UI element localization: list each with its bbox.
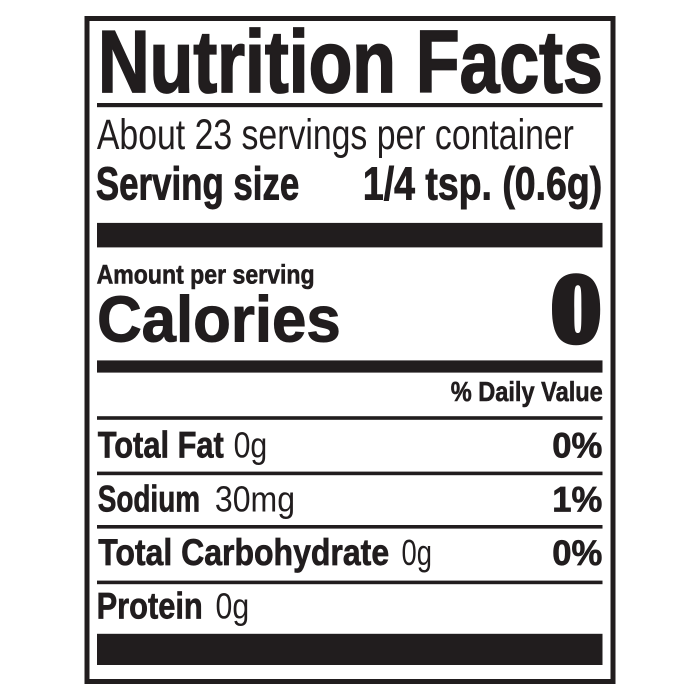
svg-text:1/4 tsp. (0.6g): 1/4 tsp. (0.6g) bbox=[363, 158, 602, 210]
svg-text:Total Fat: Total Fat bbox=[98, 425, 224, 466]
svg-text:0g: 0g bbox=[216, 587, 250, 627]
svg-text:30mg: 30mg bbox=[215, 480, 295, 520]
svg-text:Nutrition Facts: Nutrition Facts bbox=[98, 12, 603, 111]
svg-text:Total Carbohydrate: Total Carbohydrate bbox=[98, 533, 389, 574]
svg-text:1%: 1% bbox=[552, 480, 602, 519]
svg-text:0g: 0g bbox=[234, 426, 268, 466]
svg-text:0%: 0% bbox=[552, 426, 602, 465]
svg-text:About 23 servings per containe: About 23 servings per container bbox=[97, 111, 574, 159]
svg-text:% Daily Value: % Daily Value bbox=[451, 377, 603, 407]
svg-text:0%: 0% bbox=[552, 534, 602, 573]
svg-text:Sodium: Sodium bbox=[98, 478, 200, 520]
svg-text:Calories: Calories bbox=[97, 284, 341, 356]
svg-text:Serving size: Serving size bbox=[96, 158, 299, 210]
svg-text:0g: 0g bbox=[402, 532, 432, 573]
svg-text:Amount per serving: Amount per serving bbox=[97, 260, 315, 290]
svg-text:Protein: Protein bbox=[97, 586, 203, 627]
